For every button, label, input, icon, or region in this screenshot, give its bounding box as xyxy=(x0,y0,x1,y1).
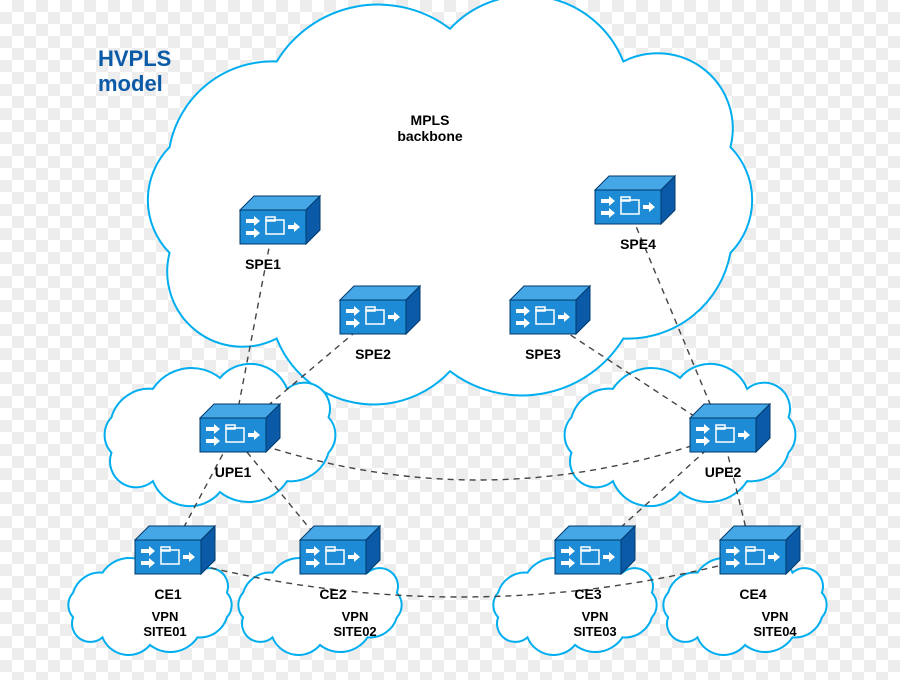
router-SPE3 xyxy=(510,286,590,334)
cloud-label-backbone: MPLSbackbone xyxy=(370,112,490,144)
router-CE3 xyxy=(555,526,635,574)
vpn-label-1: VPNSITE02 xyxy=(310,610,400,640)
vpn-label-2: VPNSITE03 xyxy=(550,610,640,640)
label-SPE3: SPE3 xyxy=(510,346,576,362)
diagram-title: HVPLSmodel xyxy=(98,46,171,97)
label-CE1: CE1 xyxy=(135,586,201,602)
router-CE4 xyxy=(720,526,800,574)
router-CE2 xyxy=(300,526,380,574)
vpn-label-0: VPNSITE01 xyxy=(120,610,210,640)
router-SPE2 xyxy=(340,286,420,334)
label-UPE1: UPE1 xyxy=(200,464,266,480)
router-CE1 xyxy=(135,526,215,574)
label-SPE4: SPE4 xyxy=(605,236,671,252)
label-CE4: CE4 xyxy=(720,586,786,602)
router-UPE2 xyxy=(690,404,770,452)
vpn-label-3: VPNSITE04 xyxy=(730,610,820,640)
label-SPE2: SPE2 xyxy=(340,346,406,362)
label-UPE2: UPE2 xyxy=(690,464,756,480)
router-UPE1 xyxy=(200,404,280,452)
router-SPE4 xyxy=(595,176,675,224)
diagram-canvas xyxy=(0,0,900,680)
label-CE3: CE3 xyxy=(555,586,621,602)
router-SPE1 xyxy=(240,196,320,244)
label-SPE1: SPE1 xyxy=(230,256,296,272)
label-CE2: CE2 xyxy=(300,586,366,602)
